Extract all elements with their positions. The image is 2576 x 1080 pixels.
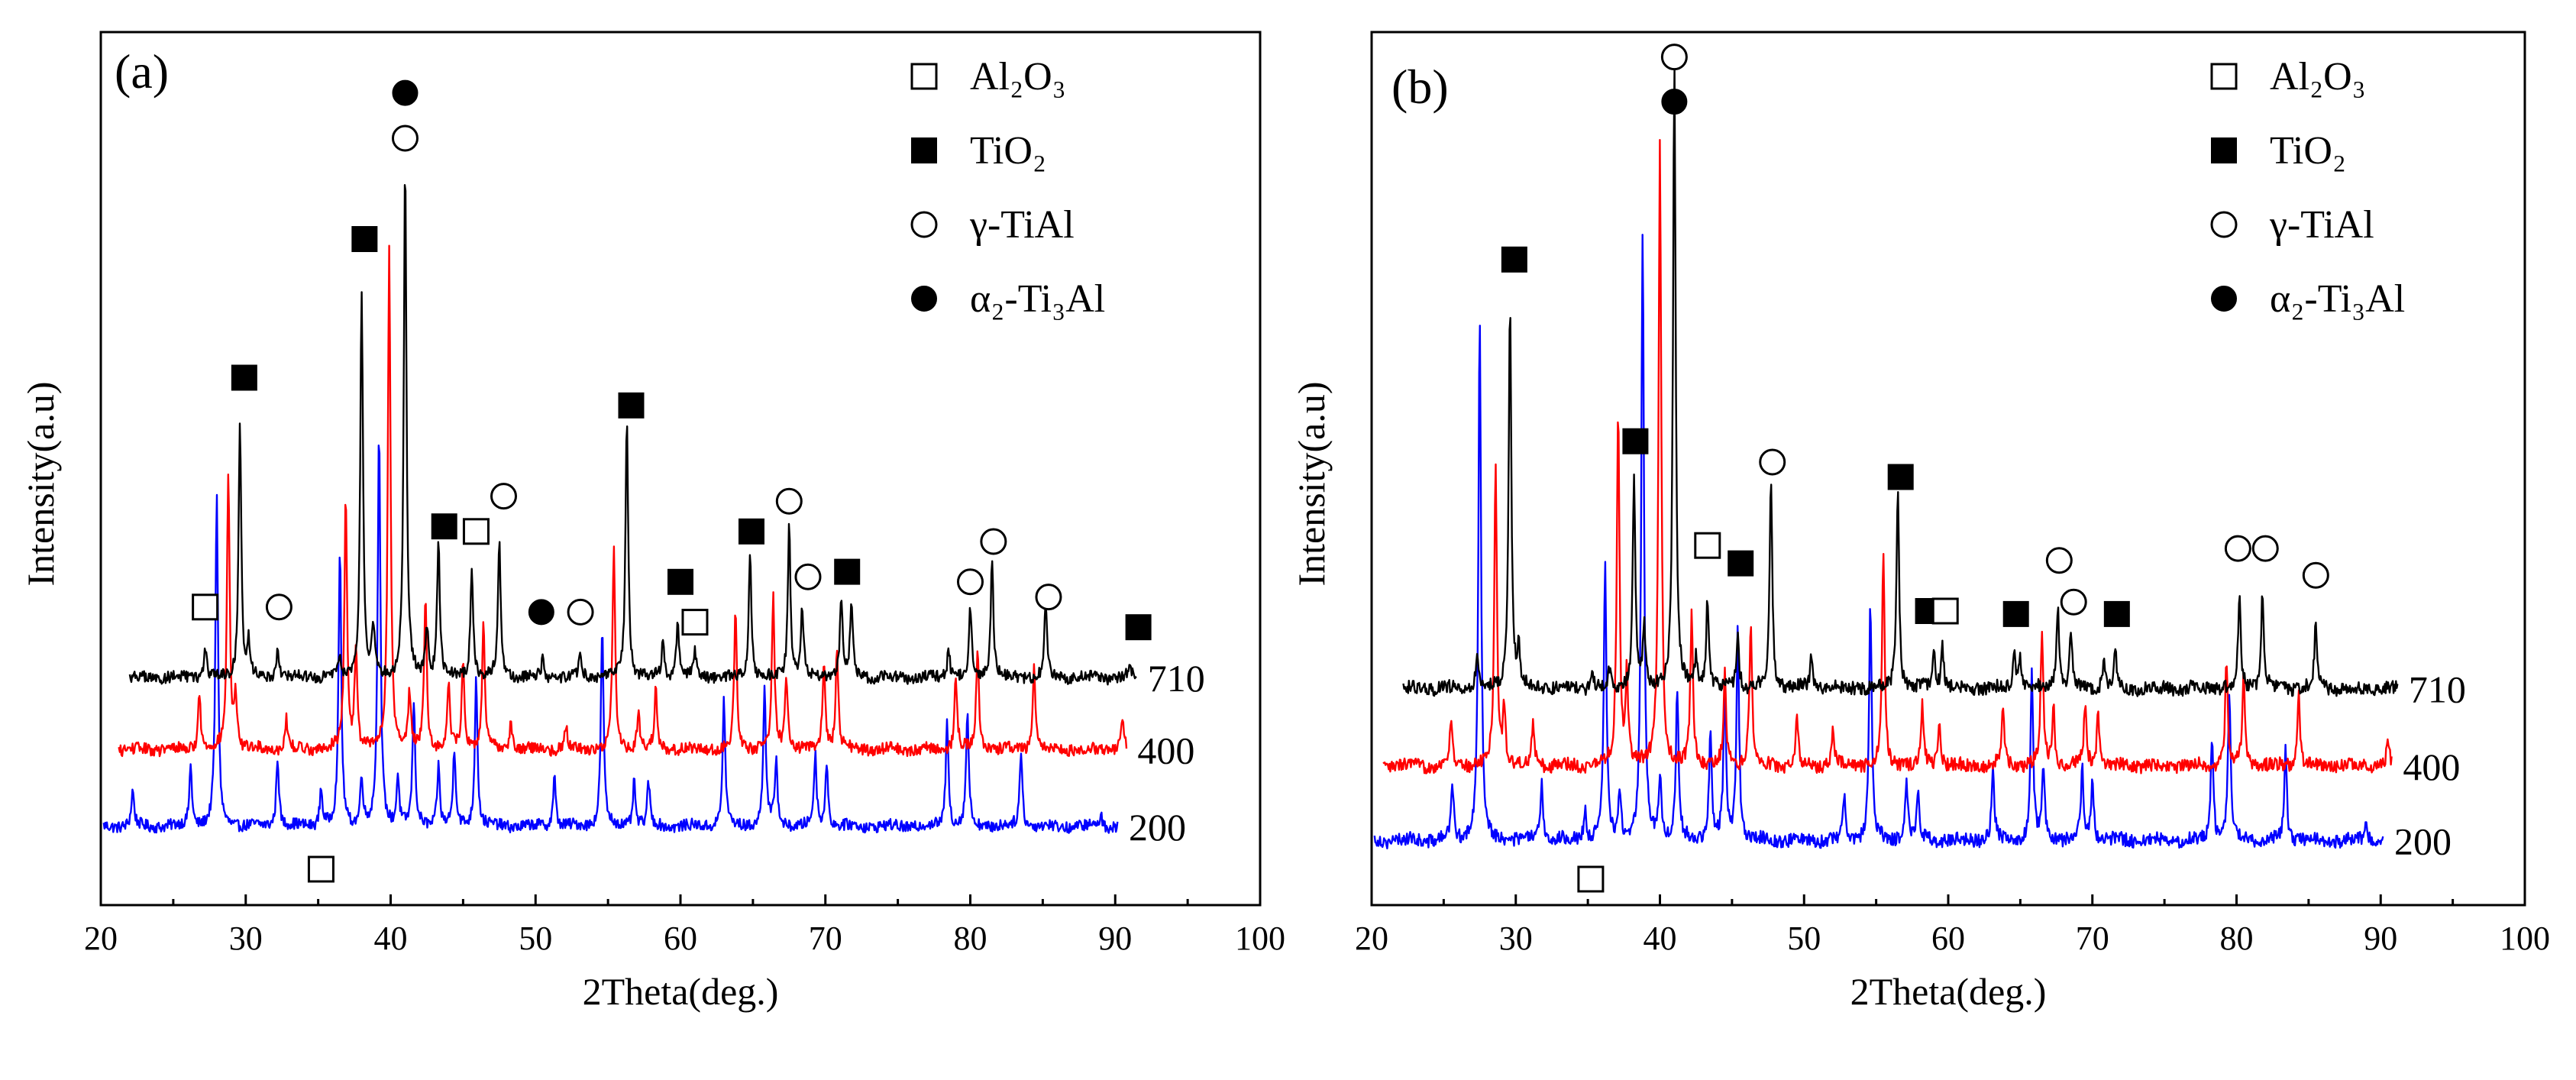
peak-marker-open-square: [307, 855, 335, 883]
peak-marker-open-square: [1577, 865, 1605, 893]
legend-label: TiO₂: [2270, 129, 2346, 173]
legend-marker-open-circle: [2210, 211, 2238, 238]
y-axis-label: Intensity(a.u): [1290, 382, 1333, 587]
legend-label: Al₂O₃: [970, 55, 1066, 99]
peak-marker-open-square: [1694, 532, 1721, 559]
panel-a: 20 30 40 50 60 70 80 90 100 2Theta(deg.) Intensity…: [19, 31, 1285, 1013]
series-line-400: [1382, 138, 2393, 774]
series-label-710: 710: [1148, 657, 1205, 700]
x-tick-label: 50: [1787, 920, 1821, 957]
peak-marker-open-square: [1931, 597, 1959, 625]
series-line-200: [102, 445, 1119, 834]
x-axis-label: 2Theta(deg.): [1850, 970, 2047, 1013]
x-tick-label: 40: [374, 920, 408, 957]
peak-marker-open-circle: [775, 487, 803, 515]
y-axis-label: Intensity(a.u): [19, 382, 62, 587]
legend-marker-filled-square: [911, 137, 937, 163]
peak-marker-filled-square: [2002, 600, 2029, 627]
peak-marker-filled-square: [834, 558, 861, 585]
peak-marker-filled-square: [1728, 550, 1754, 577]
peak-marker-filled-square: [1622, 428, 1649, 454]
x-axis-label: 2Theta(deg.): [583, 970, 779, 1013]
legend-marker-open-circle: [910, 211, 938, 238]
x-tick-label: 90: [2364, 920, 2397, 957]
peak-marker-open-circle: [1759, 448, 1786, 476]
x-tick-label: 100: [2500, 920, 2550, 957]
x-tick-label: 70: [809, 920, 842, 957]
x-tick-label: 60: [1931, 920, 1965, 957]
peak-marker-open-circle: [567, 598, 594, 626]
series-line-710: [128, 183, 1137, 686]
legend: Al₂O₃ TiO₂ γ-TiAl α₂-Ti₃Al: [2210, 55, 2405, 321]
x-tick-label: 20: [84, 920, 118, 957]
peak-marker-open-square: [681, 609, 709, 636]
peak-marker-filled-square: [1125, 614, 1152, 641]
peak-marker-filled-square: [1887, 464, 1914, 490]
series-label-400: 400: [1137, 729, 1194, 771]
legend-marker-open-square: [2210, 63, 2238, 90]
x-tick-label: 100: [1235, 920, 1285, 957]
peak-marker-open-circle: [2302, 561, 2329, 589]
legend-label: α₂-Ti₃Al: [2270, 277, 2405, 321]
peak-marker-open-circle: [490, 483, 518, 510]
x-tick-label: 30: [1499, 920, 1533, 957]
legend-label: TiO₂: [970, 129, 1046, 173]
legend-label: γ-TiAl: [969, 203, 1075, 247]
panel-label: (a): [115, 44, 169, 99]
peak-marker-filled-square: [351, 226, 378, 252]
x-tick-label: 70: [2076, 920, 2109, 957]
plot-frame: [1370, 31, 2526, 907]
legend-marker-open-square: [910, 63, 938, 90]
x-tick-label: 80: [2220, 920, 2254, 957]
peak-marker-open-square: [462, 518, 490, 545]
peak-marker-open-circle: [265, 593, 293, 621]
peak-marker-open-circle: [980, 528, 1007, 555]
peak-marker-open-circle: [957, 568, 984, 596]
legend-label: γ-TiAl: [2269, 203, 2374, 247]
peak-marker-open-circle: [794, 563, 822, 590]
x-tick-label: 40: [1644, 920, 1677, 957]
panel-b: 20 30 40 50 60 70 80 90 100 2Theta(deg.) Intensity…: [1290, 31, 2550, 1013]
peak-marker-open-circle: [2060, 588, 2087, 616]
series-line-400: [118, 244, 1128, 758]
peak-marker-open-circle: [2251, 535, 2279, 562]
peak-marker-filled-square: [667, 568, 693, 595]
x-tick-label: 80: [954, 920, 987, 957]
legend-marker-filled-circle: [2211, 286, 2237, 312]
series-label-400: 400: [2403, 745, 2460, 788]
peak-marker-filled-square: [431, 513, 457, 540]
peak-marker-filled-square: [2103, 600, 2130, 627]
peak-marker-open-circle: [2045, 547, 2073, 574]
legend-label: α₂-Ti₃Al: [970, 277, 1105, 321]
series-label-200: 200: [1129, 806, 1186, 849]
x-tick-label: 50: [519, 920, 552, 957]
peak-marker-filled-square: [738, 518, 764, 545]
series-label-710: 710: [2409, 668, 2466, 710]
peak-marker-filled-circle: [1661, 89, 1688, 115]
plot-frame: [99, 31, 1262, 907]
peak-marker-open-square: [192, 593, 219, 621]
legend-marker-filled-circle: [911, 286, 937, 312]
legend-label: Al₂O₃: [2270, 55, 2366, 99]
x-tick-label: 30: [229, 920, 263, 957]
series-line-710: [1402, 65, 2399, 697]
peak-marker-filled-square: [231, 364, 257, 391]
peak-marker-open-circle: [391, 124, 419, 152]
peak-marker-filled-square: [618, 392, 645, 419]
panel-label: (b): [1391, 60, 1449, 114]
peak-marker-filled-circle: [392, 79, 419, 106]
series-label-200: 200: [2394, 820, 2452, 862]
x-tick-label: 90: [1098, 920, 1132, 957]
peak-marker-open-circle: [2224, 535, 2251, 562]
peak-marker-open-circle: [1035, 584, 1062, 611]
peak-marker-open-circle: [1660, 44, 1688, 71]
x-tick-label: 20: [1355, 920, 1388, 957]
series-line-200: [1373, 234, 2384, 850]
legend: Al₂O₃ TiO₂ γ-TiAl α₂-Ti₃Al: [910, 55, 1105, 321]
legend-marker-filled-square: [2211, 137, 2237, 163]
peak-marker-filled-circle: [528, 599, 554, 626]
peak-marker-filled-square: [1501, 246, 1527, 273]
x-tick-label: 60: [664, 920, 697, 957]
